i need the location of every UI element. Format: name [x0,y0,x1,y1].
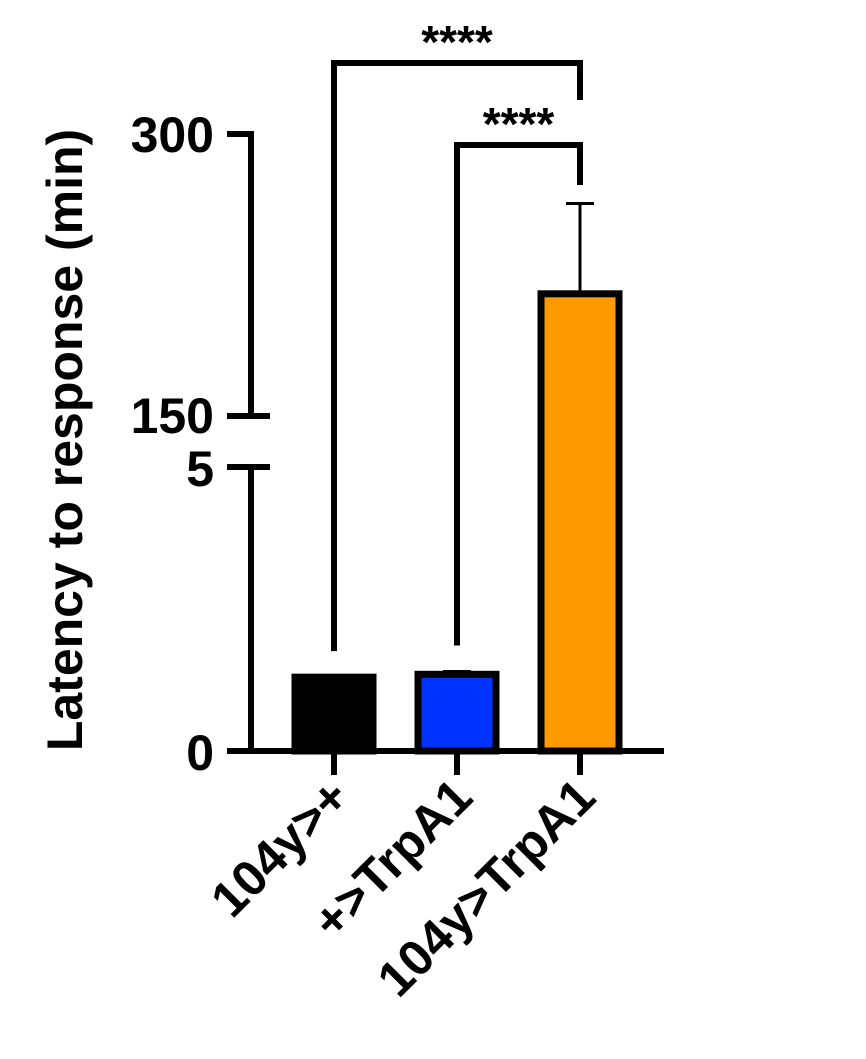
y-tick-label-0: 0 [186,725,214,781]
significance-bracket-2 [454,142,583,646]
bar-1 [291,673,377,755]
y-tick-label-300: 300 [131,107,214,163]
significance-bracket-1 [331,60,583,652]
y-tick-label-5: 5 [186,441,214,497]
significance-label-1: **** [421,16,493,68]
y-axis-title: Latency to response (min) [37,129,93,751]
bar-2 [414,670,500,755]
y-tick-label-150: 150 [131,388,214,444]
bar-3 [537,290,623,755]
significance-label-2: **** [483,98,555,150]
